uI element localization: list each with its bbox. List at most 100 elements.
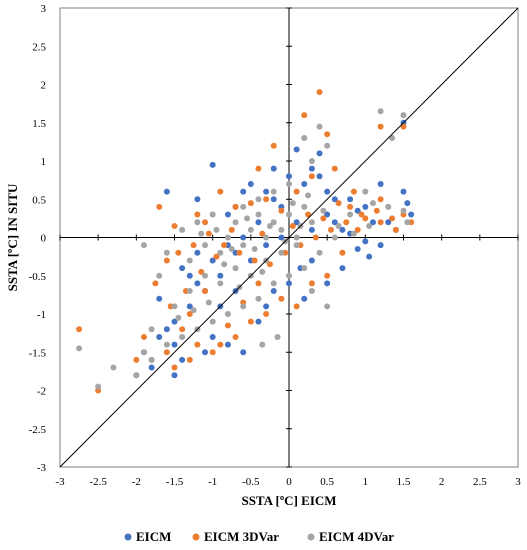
legend-label: EICM 4DVar xyxy=(319,529,394,544)
data-point xyxy=(221,242,228,249)
data-point xyxy=(186,356,193,363)
y-tick-label: -3 xyxy=(37,462,47,474)
data-point xyxy=(301,295,308,302)
data-point xyxy=(354,207,361,214)
data-point xyxy=(308,219,315,226)
y-tick-label: 0 xyxy=(41,233,47,245)
x-axis-title: SSTA [ºC] EICM xyxy=(241,493,336,508)
data-point xyxy=(305,192,312,199)
data-point xyxy=(236,249,243,256)
data-point xyxy=(308,158,315,164)
data-point xyxy=(255,196,262,203)
data-point xyxy=(358,211,365,218)
data-point xyxy=(198,268,205,275)
data-point xyxy=(366,253,373,260)
data-point xyxy=(163,326,170,333)
data-point xyxy=(327,226,334,233)
data-point xyxy=(347,211,354,218)
data-point xyxy=(148,356,155,363)
data-point xyxy=(350,188,357,195)
data-point xyxy=(270,288,277,295)
data-point xyxy=(377,242,384,249)
data-point xyxy=(377,196,384,203)
y-tick-label: 3 xyxy=(41,3,47,15)
x-tick-label: 3 xyxy=(515,476,521,488)
data-point xyxy=(369,200,376,207)
data-point xyxy=(194,196,201,203)
y-tick-label: -2 xyxy=(37,386,46,398)
data-point xyxy=(266,261,273,268)
data-point xyxy=(221,261,228,268)
data-point xyxy=(301,265,308,272)
data-point xyxy=(240,234,247,241)
data-point xyxy=(186,303,193,310)
data-point xyxy=(255,318,262,325)
data-point xyxy=(198,230,205,237)
data-point xyxy=(194,219,201,226)
data-point xyxy=(156,333,163,340)
data-point xyxy=(232,265,239,272)
data-point xyxy=(110,364,117,371)
data-point xyxy=(213,226,220,233)
data-point xyxy=(251,257,258,264)
data-point xyxy=(293,242,300,249)
data-point xyxy=(408,211,415,218)
data-point xyxy=(217,249,224,256)
legend: EICM EICM 3DVar EICM 4DVar xyxy=(124,529,394,544)
x-tick-label: 0 xyxy=(286,476,292,488)
data-point xyxy=(293,219,300,226)
data-point xyxy=(186,257,193,264)
data-point xyxy=(202,288,209,295)
one-to-one-line xyxy=(59,7,519,468)
data-point xyxy=(202,272,209,279)
data-point xyxy=(163,341,170,348)
data-point xyxy=(224,234,231,241)
data-point xyxy=(270,280,277,287)
data-point xyxy=(377,123,384,130)
data-point xyxy=(244,215,251,222)
data-point xyxy=(190,242,197,249)
series-eicm-3dvar xyxy=(76,89,415,394)
y-tick-label: 2.5 xyxy=(32,41,46,53)
data-point xyxy=(286,272,292,279)
legend-marker xyxy=(124,533,132,541)
data-point xyxy=(377,108,384,115)
data-point xyxy=(301,180,308,187)
data-point xyxy=(76,345,83,352)
plot-area xyxy=(59,7,519,468)
data-point xyxy=(331,219,338,226)
data-point xyxy=(350,230,357,237)
x-tick-label: 1 xyxy=(363,476,369,488)
data-point xyxy=(400,112,407,119)
data-point xyxy=(400,123,407,130)
data-point xyxy=(228,226,235,233)
data-point xyxy=(362,188,369,195)
data-point xyxy=(293,234,300,241)
data-point xyxy=(240,203,247,210)
data-point xyxy=(255,165,262,172)
data-point xyxy=(240,242,247,249)
data-point xyxy=(186,288,193,295)
data-point xyxy=(148,326,155,333)
data-point xyxy=(156,295,163,302)
data-point xyxy=(316,89,323,96)
data-point xyxy=(194,280,201,287)
data-point xyxy=(274,333,281,340)
data-point xyxy=(217,188,224,195)
data-point xyxy=(175,314,182,321)
data-point xyxy=(335,223,342,230)
data-point xyxy=(324,211,331,218)
y-tick-label: -2.5 xyxy=(29,424,47,436)
data-point xyxy=(179,326,186,333)
x-tick-label: -3 xyxy=(55,476,65,488)
data-point xyxy=(202,219,209,226)
data-point xyxy=(217,280,224,287)
data-point xyxy=(289,223,296,230)
data-point xyxy=(186,311,193,317)
data-point xyxy=(255,295,262,302)
data-point xyxy=(278,295,285,302)
data-point xyxy=(305,211,312,218)
data-point xyxy=(209,161,216,168)
data-point xyxy=(194,211,201,218)
